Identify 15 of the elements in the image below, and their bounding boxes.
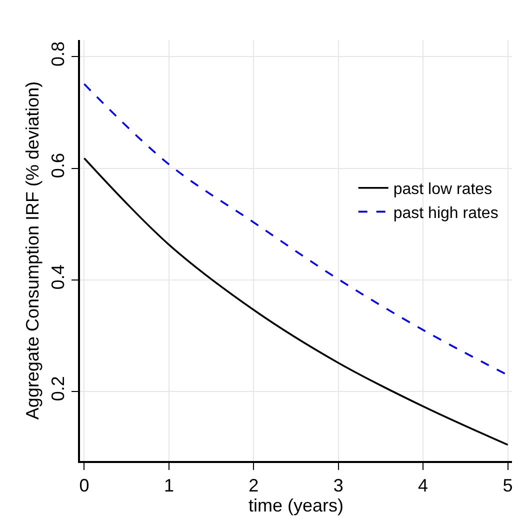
x-tick-label: 1 [164,475,174,496]
x-tick-label: 3 [333,475,344,496]
legend-label: past low rates [393,181,492,198]
y-axis-title: Aggregate Consumption IRF (% deviation) [22,81,43,420]
y-tick-label: 0.4 [48,264,68,290]
y-tick-label: 0.2 [48,376,68,402]
x-tick-label: 4 [418,475,428,496]
legend-label: past high rates [393,204,498,222]
line-series [83,157,509,446]
x-tick-label: 0 [79,475,90,496]
x-axis-title: time (years) [248,495,344,516]
y-tick-label: 0.6 [48,153,68,178]
x-tick-label: 5 [502,475,513,496]
x-tick-label: 2 [248,475,259,496]
y-tick-label: 0.8 [48,42,68,67]
